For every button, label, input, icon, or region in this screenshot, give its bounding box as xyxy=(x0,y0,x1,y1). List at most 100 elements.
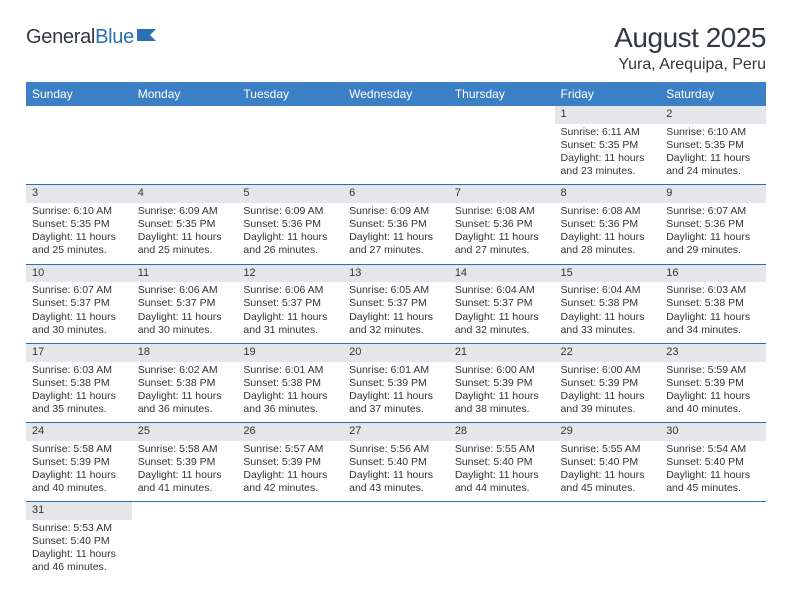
day-number: 13 xyxy=(343,265,449,283)
day-number: 21 xyxy=(449,344,555,362)
day-details: Sunrise: 6:10 AMSunset: 5:35 PMDaylight:… xyxy=(26,203,132,264)
calendar-week-row: 24Sunrise: 5:58 AMSunset: 5:39 PMDayligh… xyxy=(26,423,766,502)
day-number: 19 xyxy=(237,344,343,362)
daylight-line1: Daylight: 11 hours xyxy=(138,469,232,482)
daylight-line2: and 31 minutes. xyxy=(243,324,337,337)
sunrise-text: Sunrise: 6:01 AM xyxy=(243,364,337,377)
day-details: Sunrise: 6:03 AMSunset: 5:38 PMDaylight:… xyxy=(660,282,766,343)
sunset-text: Sunset: 5:36 PM xyxy=(243,218,337,231)
sunrise-text: Sunrise: 5:55 AM xyxy=(455,443,549,456)
calendar-day-cell xyxy=(343,502,449,581)
calendar-day-cell: 20Sunrise: 6:01 AMSunset: 5:39 PMDayligh… xyxy=(343,343,449,422)
day-details: Sunrise: 5:56 AMSunset: 5:40 PMDaylight:… xyxy=(343,441,449,502)
daylight-line1: Daylight: 11 hours xyxy=(243,390,337,403)
sunset-text: Sunset: 5:40 PM xyxy=(349,456,443,469)
day-number: 30 xyxy=(660,423,766,441)
sunset-text: Sunset: 5:37 PM xyxy=(32,297,126,310)
sunset-text: Sunset: 5:39 PM xyxy=(561,377,655,390)
sunrise-text: Sunrise: 6:07 AM xyxy=(32,284,126,297)
day-details: Sunrise: 5:58 AMSunset: 5:39 PMDaylight:… xyxy=(26,441,132,502)
day-details: Sunrise: 6:07 AMSunset: 5:37 PMDaylight:… xyxy=(26,282,132,343)
daylight-line1: Daylight: 11 hours xyxy=(561,469,655,482)
sunrise-text: Sunrise: 6:06 AM xyxy=(138,284,232,297)
sunset-text: Sunset: 5:39 PM xyxy=(349,377,443,390)
header: GeneralBlue August 2025 Yura, Arequipa, … xyxy=(26,22,766,74)
daylight-line1: Daylight: 11 hours xyxy=(32,390,126,403)
day-number: 14 xyxy=(449,265,555,283)
calendar-day-cell xyxy=(26,106,132,185)
daylight-line1: Daylight: 11 hours xyxy=(138,311,232,324)
daylight-line1: Daylight: 11 hours xyxy=(455,390,549,403)
calendar-day-cell: 6Sunrise: 6:09 AMSunset: 5:36 PMDaylight… xyxy=(343,185,449,264)
day-details: Sunrise: 6:11 AMSunset: 5:35 PMDaylight:… xyxy=(555,124,661,185)
day-details: Sunrise: 6:00 AMSunset: 5:39 PMDaylight:… xyxy=(555,362,661,423)
daylight-line2: and 40 minutes. xyxy=(32,482,126,495)
daylight-line2: and 29 minutes. xyxy=(666,244,760,257)
weekday-header: Tuesday xyxy=(237,82,343,106)
day-number: 16 xyxy=(660,265,766,283)
daylight-line1: Daylight: 11 hours xyxy=(32,548,126,561)
calendar-day-cell: 4Sunrise: 6:09 AMSunset: 5:35 PMDaylight… xyxy=(132,185,238,264)
daylight-line2: and 28 minutes. xyxy=(561,244,655,257)
daylight-line1: Daylight: 11 hours xyxy=(666,469,760,482)
day-number: 28 xyxy=(449,423,555,441)
day-number: 26 xyxy=(237,423,343,441)
daylight-line1: Daylight: 11 hours xyxy=(32,469,126,482)
daylight-line1: Daylight: 11 hours xyxy=(243,469,337,482)
day-details: Sunrise: 6:00 AMSunset: 5:39 PMDaylight:… xyxy=(449,362,555,423)
calendar-table: Sunday Monday Tuesday Wednesday Thursday… xyxy=(26,82,766,581)
daylight-line2: and 32 minutes. xyxy=(455,324,549,337)
daylight-line2: and 42 minutes. xyxy=(243,482,337,495)
sunset-text: Sunset: 5:40 PM xyxy=(666,456,760,469)
sunrise-text: Sunrise: 5:57 AM xyxy=(243,443,337,456)
calendar-day-cell xyxy=(237,106,343,185)
calendar-day-cell: 22Sunrise: 6:00 AMSunset: 5:39 PMDayligh… xyxy=(555,343,661,422)
daylight-line1: Daylight: 11 hours xyxy=(561,231,655,244)
sunrise-text: Sunrise: 6:03 AM xyxy=(32,364,126,377)
daylight-line2: and 41 minutes. xyxy=(138,482,232,495)
daylight-line2: and 45 minutes. xyxy=(666,482,760,495)
calendar-day-cell xyxy=(237,502,343,581)
weekday-header: Sunday xyxy=(26,82,132,106)
sunrise-text: Sunrise: 6:04 AM xyxy=(455,284,549,297)
day-number: 20 xyxy=(343,344,449,362)
daylight-line2: and 26 minutes. xyxy=(243,244,337,257)
calendar-day-cell: 19Sunrise: 6:01 AMSunset: 5:38 PMDayligh… xyxy=(237,343,343,422)
calendar-day-cell: 1Sunrise: 6:11 AMSunset: 5:35 PMDaylight… xyxy=(555,106,661,185)
daylight-line2: and 36 minutes. xyxy=(138,403,232,416)
day-number: 25 xyxy=(132,423,238,441)
daylight-line1: Daylight: 11 hours xyxy=(138,390,232,403)
sunset-text: Sunset: 5:35 PM xyxy=(32,218,126,231)
daylight-line2: and 38 minutes. xyxy=(455,403,549,416)
daylight-line2: and 43 minutes. xyxy=(349,482,443,495)
daylight-line2: and 24 minutes. xyxy=(666,165,760,178)
calendar-day-cell: 14Sunrise: 6:04 AMSunset: 5:37 PMDayligh… xyxy=(449,264,555,343)
weekday-header: Friday xyxy=(555,82,661,106)
day-details: Sunrise: 6:01 AMSunset: 5:39 PMDaylight:… xyxy=(343,362,449,423)
daylight-line1: Daylight: 11 hours xyxy=(455,231,549,244)
daylight-line2: and 44 minutes. xyxy=(455,482,549,495)
daylight-line1: Daylight: 11 hours xyxy=(32,231,126,244)
daylight-line2: and 46 minutes. xyxy=(32,561,126,574)
sunrise-text: Sunrise: 6:11 AM xyxy=(561,126,655,139)
sunrise-text: Sunrise: 6:10 AM xyxy=(32,205,126,218)
sunset-text: Sunset: 5:40 PM xyxy=(561,456,655,469)
sunrise-text: Sunrise: 6:04 AM xyxy=(561,284,655,297)
daylight-line1: Daylight: 11 hours xyxy=(455,469,549,482)
day-number: 8 xyxy=(555,185,661,203)
daylight-line2: and 40 minutes. xyxy=(666,403,760,416)
logo: GeneralBlue xyxy=(26,22,158,49)
daylight-line1: Daylight: 11 hours xyxy=(349,390,443,403)
day-details: Sunrise: 6:06 AMSunset: 5:37 PMDaylight:… xyxy=(132,282,238,343)
daylight-line2: and 30 minutes. xyxy=(138,324,232,337)
sunset-text: Sunset: 5:36 PM xyxy=(561,218,655,231)
daylight-line1: Daylight: 11 hours xyxy=(138,231,232,244)
sunset-text: Sunset: 5:36 PM xyxy=(666,218,760,231)
flag-icon xyxy=(136,26,158,49)
daylight-line1: Daylight: 11 hours xyxy=(243,311,337,324)
calendar-day-cell xyxy=(132,502,238,581)
sunset-text: Sunset: 5:36 PM xyxy=(455,218,549,231)
daylight-line2: and 27 minutes. xyxy=(349,244,443,257)
daylight-line2: and 27 minutes. xyxy=(455,244,549,257)
calendar-week-row: 1Sunrise: 6:11 AMSunset: 5:35 PMDaylight… xyxy=(26,106,766,185)
